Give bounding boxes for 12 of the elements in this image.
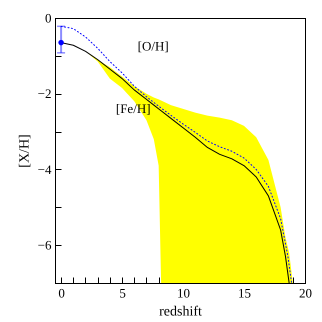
y-tick-label: 0 [45,10,52,26]
series-label: [O/H] [138,38,169,54]
x-tick-label: 10 [177,286,190,300]
y-axis-title: [X/H] [18,134,33,168]
y-tick-label: −4 [38,162,52,177]
x-axis-title: redshift [159,304,202,320]
y-tick-label: −6 [38,238,52,253]
x-tick-label: 5 [119,286,126,300]
y-tick-label: −2 [38,86,52,102]
x-tick-label: 0 [58,286,65,300]
x-tick-label: 15 [238,286,252,300]
x-tick-label: 20 [299,286,312,300]
